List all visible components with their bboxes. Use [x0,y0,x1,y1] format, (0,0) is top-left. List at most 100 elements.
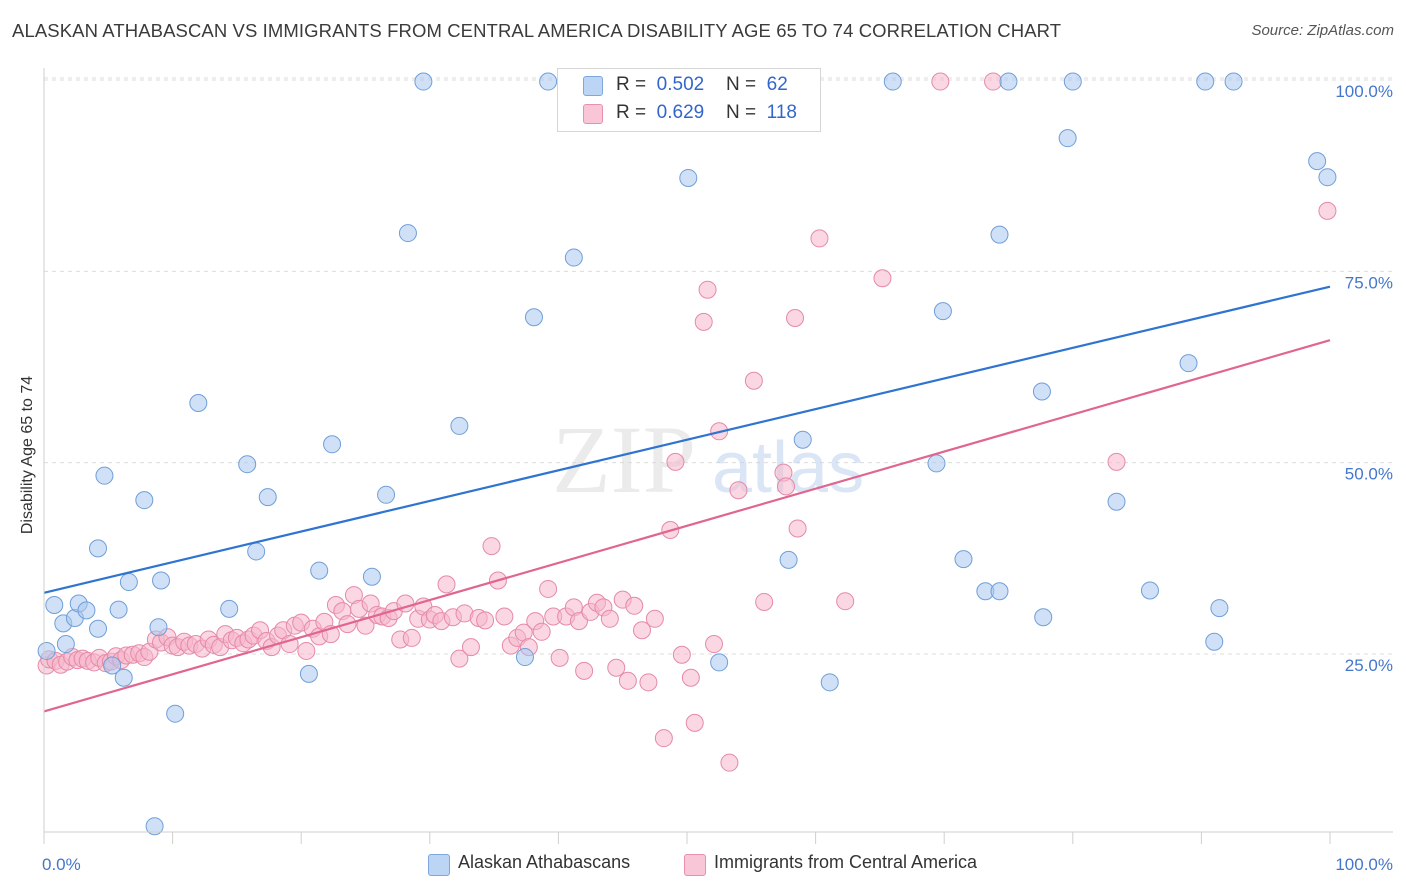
point-alaskan-athabascans [109,600,128,619]
point-alaskan-athabascans [45,596,64,615]
point-alaskan-athabascans [1308,152,1327,171]
point-immigrants-central-america [705,635,724,654]
legend-r-label: R = [616,102,647,123]
point-alaskan-athabascans [1034,608,1053,627]
point-immigrants-central-america [720,753,739,772]
point-immigrants-central-america [495,607,514,626]
point-alaskan-athabascans [779,550,798,569]
point-immigrants-central-america [632,621,651,640]
chart-title: ALASKAN ATHABASCAN VS IMMIGRANTS FROM CE… [12,20,1062,41]
legend-r-value: 0.502 [656,74,705,95]
watermark: ZIPatlas [552,406,864,513]
point-immigrants-central-america [639,673,658,692]
trend-line-central-america [43,339,1331,713]
legend-r-label: R = [616,74,647,95]
bottom-legend-swatch-pink [684,854,706,876]
point-alaskan-athabascans [77,601,96,620]
point-alaskan-athabascans [793,430,812,449]
point-alaskan-athabascans [515,648,534,667]
point-immigrants-central-america [618,671,637,690]
point-immigrants-central-america [694,312,713,331]
legend-swatch-blue [583,76,603,96]
point-immigrants-central-america [755,592,774,611]
x-tick-label: 0.0% [42,855,81,874]
series-immigrants-central-america [37,72,1337,772]
point-immigrants-central-america [402,628,421,647]
point-alaskan-athabascans [927,454,946,473]
point-immigrants-central-america [461,638,480,657]
axes: 25.0% 50.0% 75.0% 100.0% 0.0% 100.0% [42,68,1393,874]
legend-n-label: N = [726,102,757,123]
point-alaskan-athabascans [933,302,952,321]
point-alaskan-athabascans [152,571,171,590]
point-alaskan-athabascans [220,599,239,618]
point-immigrants-central-america [356,616,375,635]
point-alaskan-athabascans [37,641,56,660]
point-immigrants-central-america [539,579,558,598]
point-immigrants-central-america [984,72,1003,91]
point-alaskan-athabascans [883,72,902,91]
point-immigrants-central-america [788,519,807,538]
point-alaskan-athabascans [414,72,433,91]
point-immigrants-central-america [476,611,495,630]
bottom-legend-label: Immigrants from Central America [714,852,978,872]
point-alaskan-athabascans [145,817,164,836]
point-immigrants-central-america [836,592,855,611]
point-alaskan-athabascans [299,664,318,683]
y-tick-label: 100.0% [1335,82,1393,101]
point-alaskan-athabascans [119,573,138,592]
bottom-legend-swatch-blue [428,854,450,876]
legend-n-label: N = [726,74,757,95]
legend-swatch-pink [583,104,603,124]
point-alaskan-athabascans [149,618,168,637]
point-alaskan-athabascans [95,466,114,485]
point-alaskan-athabascans [954,550,973,569]
point-immigrants-central-america [672,645,691,664]
point-alaskan-athabascans [990,225,1009,244]
point-alaskan-athabascans [524,308,543,327]
y-tick-label: 75.0% [1345,273,1393,292]
point-immigrants-central-america [685,713,704,732]
point-alaskan-athabascans [1140,581,1159,600]
y-tick-label: 50.0% [1345,465,1393,484]
point-alaskan-athabascans [539,72,558,91]
point-alaskan-athabascans [1063,72,1082,91]
point-immigrants-central-america [666,452,685,471]
point-alaskan-athabascans [362,567,381,586]
stats-legend: R = 0.502 N = 62 R = 0.629 N = 118 [557,68,821,132]
point-alaskan-athabascans [564,248,583,267]
trend-line-athabascans [43,285,1331,594]
point-alaskan-athabascans [189,393,208,412]
point-alaskan-athabascans [679,168,698,187]
point-alaskan-athabascans [238,455,257,474]
legend-n-value: 62 [766,74,788,95]
point-alaskan-athabascans [103,656,122,675]
bottom-legend-label: Alaskan Athabascans [458,852,631,872]
point-alaskan-athabascans [247,542,266,561]
point-immigrants-central-america [607,658,626,677]
point-alaskan-athabascans [1210,599,1229,618]
point-immigrants-central-america [297,641,316,660]
point-alaskan-athabascans [990,582,1009,601]
point-immigrants-central-america [482,537,501,556]
point-immigrants-central-america [450,649,469,668]
point-immigrants-central-america [786,309,805,328]
point-alaskan-athabascans [135,491,154,510]
point-alaskan-athabascans [114,668,133,687]
point-immigrants-central-america [873,269,892,288]
point-immigrants-central-america [600,609,619,628]
point-alaskan-athabascans [1032,382,1051,401]
point-immigrants-central-america [654,729,673,748]
point-alaskan-athabascans [398,224,417,243]
point-alaskan-athabascans [258,488,277,507]
point-alaskan-athabascans [820,673,839,692]
point-immigrants-central-america [681,668,700,687]
point-alaskan-athabascans [1107,492,1126,511]
point-immigrants-central-america [1318,201,1337,220]
point-immigrants-central-america [744,371,763,390]
point-immigrants-central-america [625,596,644,615]
point-immigrants-central-america [729,481,748,500]
point-immigrants-central-america [931,72,950,91]
point-alaskan-athabascans [56,635,75,654]
source-label: Source: ZipAtlas.com [1251,22,1394,39]
